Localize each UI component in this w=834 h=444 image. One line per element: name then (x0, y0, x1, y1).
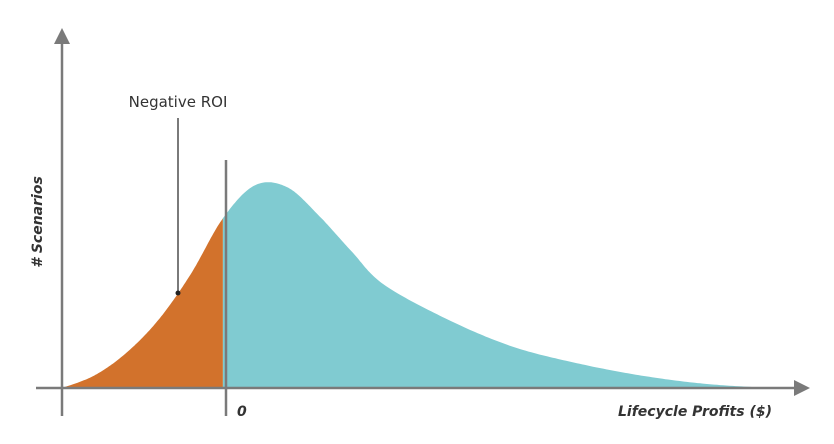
x-axis-arrow (794, 380, 810, 396)
positive-profit-area (222, 182, 770, 388)
negative-roi-annotation: Negative ROI (129, 93, 228, 111)
negative-roi-callout-dot (175, 290, 181, 296)
y-axis-label: # Scenarios (30, 176, 46, 268)
zero-tick-label: 0 (237, 404, 247, 420)
y-axis-arrow (54, 28, 70, 44)
distribution-areas (62, 182, 770, 388)
negative-roi-area (62, 218, 223, 388)
x-axis-label: Lifecycle Profits ($) (618, 404, 772, 420)
